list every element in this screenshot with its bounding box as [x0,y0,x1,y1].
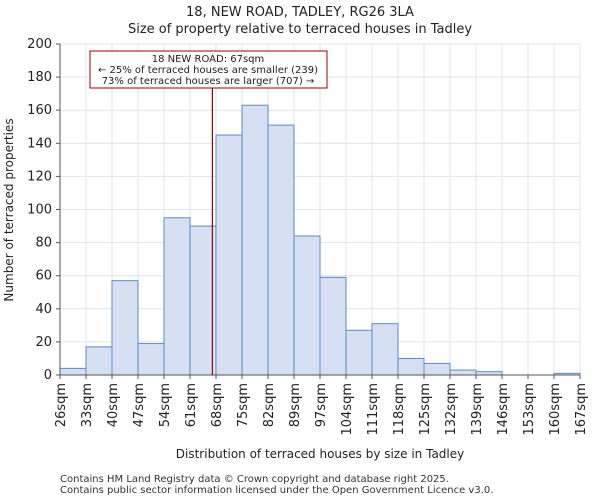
y-tick-label: 100 [27,203,52,218]
bar [371,323,399,376]
y-tick-label: 180 [27,70,52,85]
x-tick-label: 47sqm [132,383,147,427]
chart-title-line1: 18, NEW ROAD, TADLEY, RG26 3LA [186,5,414,20]
annotation-line2: ← 25% of terraced houses are smaller (23… [98,65,318,76]
x-tick-label: 104sqm [340,383,355,436]
x-tick-label: 118sqm [392,383,407,436]
x-tick-label: 139sqm [470,383,485,436]
annotation-box: 18 NEW ROAD: 67sqm ← 25% of terraced hou… [89,50,328,89]
annotation-line3: 73% of terraced houses are larger (707) … [102,76,315,87]
y-tick-label: 60 [35,269,52,284]
bar [241,104,269,376]
x-tick-label: 167sqm [574,383,589,436]
annotation-line1: 18 NEW ROAD: 67sqm [152,54,265,65]
y-tick-label: 120 [27,169,52,184]
x-tick-label: 97sqm [314,383,329,427]
x-tick-label: 146sqm [496,383,511,436]
footer-line1: Contains HM Land Registry data © Crown c… [60,474,449,485]
x-axis-label: Distribution of terraced houses by size … [176,447,464,461]
x-tick-label: 125sqm [418,383,433,436]
bar [215,134,243,376]
bar [319,276,347,376]
x-tick-label: 68sqm [210,383,225,427]
x-tick-label: 75sqm [236,383,251,427]
bar [137,343,165,376]
x-tick-label: 40sqm [106,383,121,427]
y-tick-label: 80 [35,236,52,251]
x-tick-label: 26sqm [54,383,69,427]
y-tick-label: 140 [27,136,52,151]
bar-layer [59,104,581,376]
y-tick-label: 200 [27,37,52,52]
bar [59,367,87,376]
y-tick-label: 20 [35,335,52,350]
bar [163,217,191,376]
bar [111,280,139,376]
y-axis-label: Number of terraced properties [2,118,16,301]
x-tick-label: 89sqm [288,383,303,427]
bar [449,369,477,376]
bar [397,357,425,376]
y-tick-labels: 0 20 40 60 80 100 120 140 160 180 200 [27,37,52,383]
y-tick-label: 40 [35,302,52,317]
x-tick-label: 61sqm [184,383,199,427]
bar [189,225,217,376]
x-tick-label: 54sqm [158,383,173,427]
x-tick-label: 82sqm [262,383,277,427]
bar [267,124,295,376]
y-tick-label: 160 [27,103,52,118]
x-tick-labels: 26sqm 33sqm 40sqm 47sqm 54sqm 61sqm 68sqm 75sqm… [54,383,589,436]
bar [423,362,451,376]
chart-title-line2: Size of property relative to terraced ho… [128,22,472,37]
x-tick-label: 111sqm [366,383,381,436]
bar [85,346,113,376]
x-tick-label: 132sqm [444,383,459,436]
axis-layer [56,43,581,379]
bar [293,235,321,376]
annotation-border [89,50,328,89]
x-tick-label: 160sqm [548,383,563,436]
y-tick-label: 0 [44,368,52,383]
x-tick-label: 153sqm [522,383,537,436]
bar [345,329,373,376]
footer-line2: Contains public sector information licen… [60,485,493,496]
x-tick-label: 33sqm [80,383,95,427]
